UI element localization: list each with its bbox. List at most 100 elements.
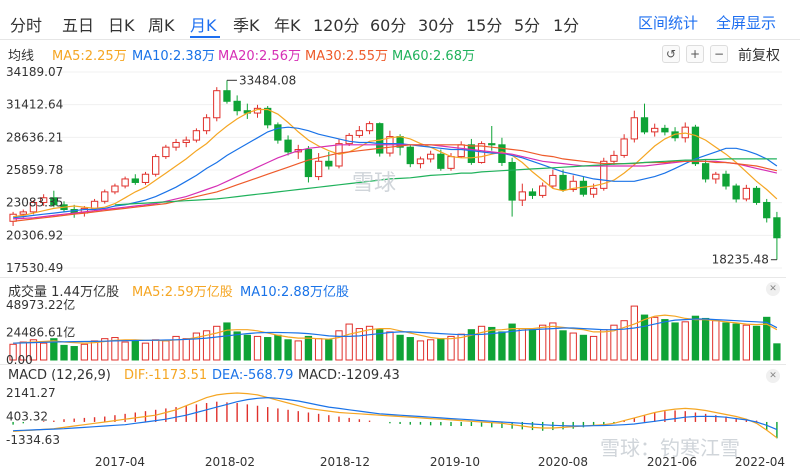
volume-bar — [335, 330, 343, 361]
candle-body — [620, 138, 628, 156]
candle-body — [172, 141, 180, 148]
range-stats-button[interactable]: 区间统计 — [638, 14, 699, 32]
price-ma60-line — [114, 158, 777, 206]
volume-bar — [253, 335, 262, 361]
volume-bar — [304, 335, 313, 361]
volume-bar — [589, 335, 598, 361]
volume-bar — [345, 323, 353, 361]
volume-bar — [752, 325, 761, 361]
tab-wuri[interactable]: 五日 — [62, 16, 95, 35]
volume-bar — [90, 340, 99, 361]
candle-body — [182, 139, 190, 143]
high-price-label: 33484.08 — [239, 73, 296, 87]
volume-bar — [600, 329, 608, 361]
candle-body — [773, 217, 781, 239]
candle-body — [528, 191, 537, 196]
volume-bar — [437, 338, 445, 361]
volume-bar — [610, 324, 618, 361]
candle-body — [589, 187, 598, 195]
candle-body — [701, 163, 710, 180]
candle-body — [447, 156, 455, 169]
price-y-tick: 20306.92 — [6, 228, 63, 242]
volume-bar — [101, 338, 109, 361]
tab-30fen[interactable]: 30分 — [418, 16, 455, 35]
tab-120fen[interactable]: 120分 — [313, 16, 360, 35]
volume-bar — [121, 341, 129, 361]
candle-body — [457, 144, 465, 158]
candle-body — [39, 197, 48, 203]
volume-bar — [630, 305, 638, 361]
volume-y-tick: 48973.22亿 — [6, 297, 75, 312]
zoom-out-icon[interactable]: − — [710, 45, 728, 63]
candle-body — [426, 153, 435, 160]
volume-bar — [70, 346, 78, 361]
tab-niank[interactable]: 年K — [274, 16, 301, 35]
candle-body — [274, 124, 282, 141]
candle-body — [264, 107, 272, 126]
tab-5fen[interactable]: 5分 — [514, 16, 541, 35]
volume-settings-icon[interactable]: ✕ — [766, 282, 780, 296]
volume-bar — [426, 339, 435, 361]
volume-ma10-line — [13, 318, 778, 344]
tab-jik[interactable]: 季K — [233, 16, 260, 35]
adjust-select[interactable]: 前复权 — [738, 48, 780, 64]
candle-body — [488, 143, 496, 146]
tab-rik[interactable]: 日K — [108, 16, 135, 35]
volume-legend-ma5: MA5:2.59万亿股 — [132, 285, 233, 300]
volume-bar — [213, 325, 221, 361]
candle-body — [152, 156, 160, 175]
fullscreen-button[interactable]: 全屏显示 — [716, 14, 777, 32]
volume-bar — [701, 317, 710, 361]
volume-bar — [416, 340, 425, 361]
candle-body — [661, 127, 669, 133]
macd-legend-macd: MACD:-1209.43 — [298, 368, 400, 383]
candle-body — [335, 143, 343, 167]
tab-15fen[interactable]: 15分 — [466, 16, 503, 35]
volume-bar — [152, 339, 160, 361]
candle-body — [50, 197, 58, 206]
volume-bar — [671, 322, 679, 361]
macd-dea-line — [13, 396, 778, 432]
reset-icon[interactable]: ↺ — [662, 45, 680, 63]
volume-bar — [406, 337, 414, 361]
x-tick-label: 2022-04 — [735, 455, 785, 469]
zoom-in-icon[interactable]: + — [686, 45, 704, 63]
volume-bar — [131, 340, 139, 361]
candle-body — [763, 201, 771, 219]
price-panel: 34189.07 31412.64 28636.21 25859.78 23083.35… — [6, 65, 782, 275]
volume-bar — [620, 320, 628, 361]
tab-60fen[interactable]: 60分 — [370, 16, 407, 35]
volume-bar — [325, 339, 333, 361]
tab-zhouk[interactable]: 周K — [148, 16, 175, 35]
candle-body — [508, 161, 516, 201]
candle-body — [304, 149, 313, 178]
candle-body — [406, 146, 414, 165]
volume-bar — [80, 343, 89, 361]
volume-bar — [9, 343, 17, 361]
volume-bar — [773, 343, 781, 361]
volume-bar — [681, 321, 689, 361]
low-price-label: 18235.48 — [712, 253, 769, 267]
price-ma5-line — [13, 108, 778, 218]
macd-settings-icon[interactable]: ✕ — [766, 369, 780, 383]
candle-body — [141, 173, 150, 183]
candle-body — [202, 117, 211, 132]
tab-yuek[interactable]: 月K — [190, 16, 217, 35]
candle-body — [314, 160, 323, 178]
price-legend-ma30: MA30:2.55万 — [305, 49, 388, 64]
candle-body — [610, 154, 618, 162]
volume-bar — [274, 334, 282, 361]
tab-1fen[interactable]: 1分 — [553, 16, 580, 35]
price-y-tick: 31412.64 — [6, 98, 63, 112]
volume-bar — [396, 334, 404, 361]
volume-bar — [376, 329, 384, 361]
volume-bar — [50, 338, 58, 361]
macd-y-tick: 2141.27 — [6, 386, 56, 400]
price-y-tick: 23083.35 — [6, 196, 63, 210]
price-y-tick: 17530.49 — [6, 261, 63, 275]
x-tick-label: 2019-10 — [430, 455, 480, 469]
tab-fenshi[interactable]: 分时 — [10, 16, 43, 35]
x-tick-label: 2018-12 — [320, 455, 370, 469]
candle-body — [90, 200, 99, 209]
